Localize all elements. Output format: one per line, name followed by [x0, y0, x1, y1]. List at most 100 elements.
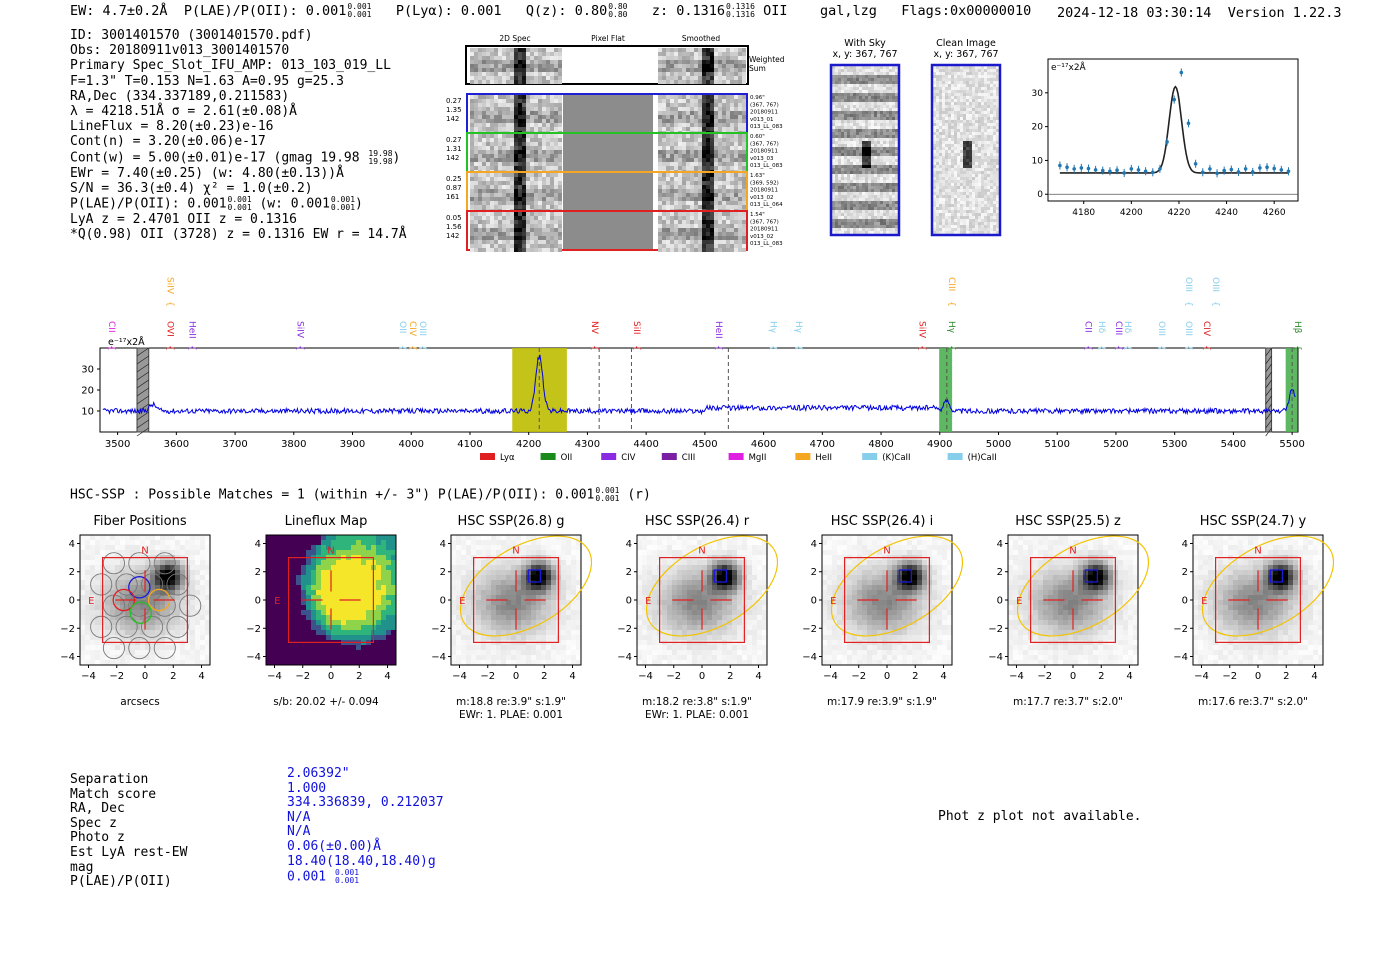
- row-flat: [563, 95, 653, 132]
- fit-curve: [1059, 85, 1289, 174]
- line-label: SiII{: [631, 321, 641, 351]
- row-left-stat: 1.56: [446, 223, 462, 231]
- x-tick-label: 2: [541, 671, 547, 682]
- east-label: E: [645, 596, 651, 607]
- hsc-dn: 0.001: [595, 494, 620, 503]
- primary-fiber: [129, 601, 153, 624]
- line-label: SiIV{: [916, 321, 926, 351]
- y-tick-label: −4: [617, 652, 632, 663]
- x-tick-label: −4: [452, 671, 467, 682]
- spec-xtick-label: 5100: [1044, 439, 1069, 450]
- spec-xtick-label: 4200: [516, 439, 541, 450]
- row-right-meta: v013_01: [750, 117, 774, 123]
- north-label: N: [1069, 545, 1076, 556]
- info-primary: Primary Spec_Slot_IFU_AMP: 013_103_019_L…: [70, 58, 391, 74]
- hsc-panel: N E −4 −4 −2 −2 0 0 2 2 4 4: [246, 534, 397, 682]
- north-label: N: [327, 545, 334, 556]
- match-value: 0.06(±0.00)Å: [287, 838, 444, 855]
- x-tick-label: −4: [267, 671, 282, 682]
- east-label: E: [459, 596, 465, 607]
- row-right-meta: 20180911: [750, 149, 778, 155]
- fit-xtick-label: 4260: [1263, 208, 1286, 218]
- x-tick-label: −2: [109, 671, 124, 682]
- hsc-end: (r): [627, 487, 651, 503]
- spec-xtick-label: 4600: [751, 439, 776, 450]
- match-marker: [527, 569, 542, 583]
- plya-value: P(Lyα): 0.001: [395, 3, 502, 19]
- match-value-text: N/A: [287, 809, 311, 825]
- match-value: 334.336839, 0.212037: [287, 795, 444, 811]
- fit-point: [1250, 167, 1255, 176]
- row-smooth: [658, 95, 746, 135]
- x-tick-label: −2: [666, 671, 681, 682]
- z-value: z: 0.1316: [651, 3, 726, 19]
- match-value-text: 0.06(±0.00)Å: [287, 838, 381, 854]
- x-tick-label: 2: [356, 671, 362, 682]
- x-tick-label: −4: [1009, 671, 1024, 682]
- x-tick-label: −2: [1037, 671, 1052, 682]
- row-right-meta: 0.96": [750, 95, 765, 101]
- search-box: [1215, 557, 1301, 643]
- row-right-meta: (367, 767): [750, 219, 779, 225]
- hsc-caption: s/b: 20.02 +/- 0.094: [273, 696, 379, 708]
- plae-up: 0.001: [347, 2, 372, 11]
- search-box: [473, 557, 559, 643]
- fit-point: [1122, 168, 1126, 177]
- hsc-image: [1193, 535, 1323, 665]
- fit-point: [1158, 164, 1162, 173]
- hsc-panel-title: HSC SSP(26.4) i: [830, 514, 934, 529]
- y-tick-label: 0: [440, 596, 446, 607]
- row-flat: [563, 173, 653, 210]
- search-box: [1030, 557, 1116, 643]
- hsc-panel: N E −4 −4 −2 −2 0 0 2 2 4 4: [1173, 534, 1334, 682]
- match-value-text: 18.40(18.40,18.40)g: [287, 853, 436, 869]
- info-radec: RA,Dec (334.337189,0.211583): [70, 88, 290, 104]
- row-right-meta: v013_02: [750, 234, 774, 240]
- x-tick-label: −2: [851, 671, 866, 682]
- fit-ytick-label: 30: [1032, 89, 1044, 99]
- match-label: mag: [70, 859, 94, 875]
- spec-units: e⁻¹⁷x2Å: [108, 336, 145, 348]
- qz-up: 0.80: [608, 2, 628, 11]
- fit-point: [1286, 167, 1291, 176]
- east-label: E: [1201, 596, 1207, 607]
- hsc-caption: m:18.8 re:3.9" s:1.9": [456, 696, 566, 708]
- plae-text: P(LAE)/P(OII): 0.001: [70, 196, 227, 212]
- fit-xtick-label: 4220: [1167, 208, 1190, 218]
- fit-point: [1115, 166, 1119, 175]
- row-left-stat: 142: [446, 115, 459, 123]
- spec-xtick-label: 3800: [281, 439, 306, 450]
- match-value-text: 334.336839, 0.212037: [287, 795, 444, 811]
- spec-xtick-label: 4700: [810, 439, 835, 450]
- row-flat: [563, 212, 653, 249]
- line-label: CIII{: [946, 277, 956, 307]
- x-tick-label: 0: [884, 671, 890, 682]
- row-right-meta: (369, 592): [750, 180, 779, 186]
- x-tick-label: −4: [823, 671, 838, 682]
- y-tick-label: 0: [811, 596, 817, 607]
- hsc-caption-2: EWr: 1. PLAE: 0.001: [644, 709, 750, 721]
- north-label: N: [141, 545, 148, 556]
- y-tick-label: −2: [246, 624, 261, 635]
- hsc-panel: N E −4 −4 −2 −2 0 0 2 2 4 4: [60, 534, 211, 682]
- qz-dn: 0.80: [608, 10, 628, 19]
- primary-fiber: [128, 576, 151, 599]
- y-tick-label: 2: [626, 567, 632, 578]
- contw-end: ): [392, 150, 401, 166]
- aperture-ellipse: [1016, 535, 1149, 637]
- hsc-up: 0.001: [595, 486, 620, 495]
- match-marker: [1084, 569, 1099, 583]
- info-obs: Obs: 20180911v013_3001401570: [70, 43, 290, 59]
- flags-value: Flags:0x00000010: [901, 3, 1032, 19]
- spec-xtick-label: 3700: [222, 439, 247, 450]
- plae-w-text: (w: 0.001: [259, 196, 330, 212]
- plae-info-up: 0.001: [227, 195, 252, 205]
- fit-point: [1079, 163, 1084, 172]
- legend-item: CIII: [661, 453, 695, 463]
- contw-up: 19.98: [368, 148, 393, 158]
- line-label: OII{: [397, 321, 407, 351]
- ew-value: EW: 4.7±0.2Å: [70, 3, 168, 19]
- line-label: Hβ{: [1292, 321, 1302, 351]
